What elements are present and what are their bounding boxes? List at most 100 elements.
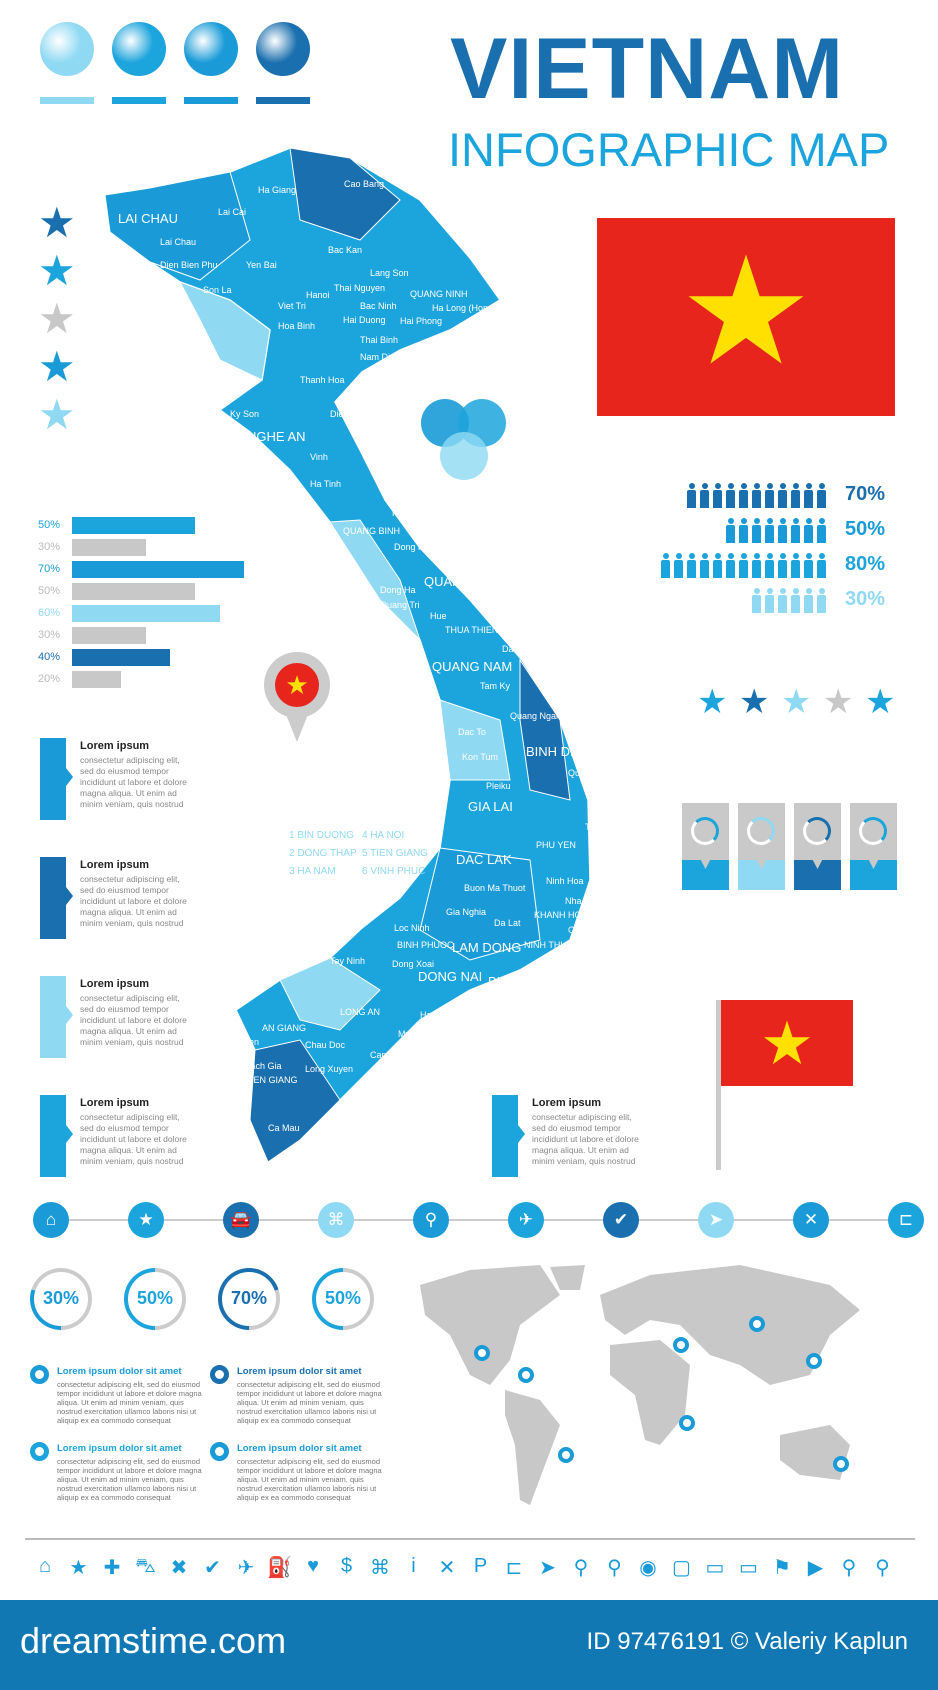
info-icon[interactable]: i <box>411 1555 416 1577</box>
person-icon <box>752 553 761 578</box>
ring-label: 50% <box>324 1288 362 1308</box>
progress-ring <box>859 817 887 845</box>
block-title: Lorem ipsum <box>80 978 150 990</box>
block-marker <box>40 1095 73 1177</box>
fork-knife-icon[interactable]: ✕ <box>438 1557 456 1579</box>
person-icon <box>791 518 800 543</box>
map-label: Nha Trang <box>565 896 608 906</box>
map-label: Phan Thiet <box>500 994 544 1004</box>
checkmark-icon[interactable]: ✔ <box>603 1202 639 1238</box>
bed-icon[interactable]: ⊏ <box>888 1202 924 1238</box>
dollar-icon[interactable]: $ <box>340 1555 353 1577</box>
person-icon <box>817 518 826 543</box>
map-label: NINH THUAN <box>524 940 580 950</box>
map-pin-target-icon[interactable]: ◉ <box>639 1557 657 1579</box>
person-icon <box>739 553 748 578</box>
map-label: Ha Long (Hon Gai) <box>432 303 508 313</box>
person-icon <box>752 483 761 508</box>
progress-ring <box>803 817 831 845</box>
map-pin-icon <box>749 1316 765 1332</box>
item-title: Lorem ipsum dolor sit amet <box>57 1366 182 1377</box>
navigation-arrow-icon[interactable]: ➤ <box>539 1557 556 1579</box>
bar <box>72 583 195 600</box>
home-icon[interactable]: ⌂ <box>38 1555 52 1577</box>
map-label: KIEN GIANG <box>245 1075 298 1085</box>
map-label: Hanoi <box>306 290 330 300</box>
ring-label: 30% <box>42 1288 80 1308</box>
map-label: Thanh Hoa <box>300 375 345 385</box>
map-label: Dien Chau <box>330 409 373 419</box>
map-label: Cam Ranh <box>568 925 612 935</box>
item-text: consectetur adipiscing elit, sed do eius… <box>57 1380 202 1425</box>
fuel-icon[interactable]: ⛽ <box>267 1557 292 1579</box>
map-label: Ninh Hoa <box>546 876 584 886</box>
world-map <box>420 1265 860 1505</box>
car-icon[interactable]: 🚘 <box>223 1202 259 1238</box>
speech-bubble-icon[interactable]: ▭ <box>739 1557 758 1579</box>
bar-label: 30% <box>38 629 61 641</box>
progress-box <box>738 803 785 890</box>
command-icon[interactable]: ⌘ <box>370 1557 390 1579</box>
map-label: Long Xuyen <box>305 1064 354 1074</box>
search-pin-icon[interactable]: ⚲ <box>875 1557 890 1579</box>
navigation-arrow-icon[interactable]: ➤ <box>698 1202 734 1238</box>
command-icon[interactable]: ⌘ <box>318 1202 354 1238</box>
map-label: Bac Ninh <box>360 301 397 311</box>
airplane-icon[interactable]: ✈ <box>237 1557 255 1579</box>
pole-flag: ★ <box>721 1000 853 1086</box>
globe-underline <box>184 97 238 104</box>
bar <box>72 671 122 688</box>
map-label: GIA LAI <box>468 799 513 814</box>
bar <box>72 627 146 644</box>
speech-pin-icon[interactable]: ▢ <box>672 1557 691 1579</box>
map-label: DONG NAI <box>418 969 483 984</box>
block-marker <box>40 976 73 1058</box>
bar <box>72 561 245 578</box>
map-pin-icon[interactable]: ⚲ <box>573 1557 589 1579</box>
star-icon[interactable]: ★ <box>69 1557 88 1579</box>
pin-icon[interactable]: ⚲ <box>841 1557 857 1579</box>
person-icon <box>713 553 722 578</box>
check-icon[interactable]: ✔ <box>204 1557 221 1579</box>
person-icon <box>661 553 670 578</box>
block-text: consectetur adipiscing elit, sed do eius… <box>80 755 187 809</box>
map-label: NGHE AN <box>247 429 306 444</box>
fork-knife-icon[interactable]: ✕ <box>793 1202 829 1238</box>
car-icon[interactable]: ⛍ <box>135 1555 156 1577</box>
x-icon[interactable]: ✖ <box>170 1557 188 1579</box>
flag-pennant-icon[interactable]: ▶ <box>807 1557 824 1579</box>
progress-box <box>850 803 897 890</box>
map-label: Bac Lieu <box>333 1115 369 1125</box>
people-row <box>687 483 830 513</box>
star-icon: ★ <box>739 683 770 721</box>
home-icon[interactable]: ⌂ <box>33 1202 69 1238</box>
map-label: Dong Ha <box>380 585 416 595</box>
airplane-icon[interactable]: ✈ <box>508 1202 544 1238</box>
footer-brand[interactable]: dreamstime.com <box>20 1620 287 1661</box>
bar <box>72 517 195 534</box>
heart-icon[interactable]: ♥ <box>307 1555 319 1577</box>
map-label: Rach Gia <box>244 1061 282 1071</box>
person-icon <box>791 588 800 613</box>
map-label: Dong Xoai <box>392 959 435 969</box>
map-pin-icon <box>673 1337 689 1353</box>
parking-icon[interactable]: P <box>473 1555 488 1577</box>
flag-icon[interactable]: ⚑ <box>773 1557 791 1579</box>
ring-label: 70% <box>230 1288 268 1308</box>
globe-underline <box>256 97 310 104</box>
map-label: LAM DONG <box>452 940 522 955</box>
speech-pin-wide-icon[interactable]: ▭ <box>705 1557 725 1579</box>
plus-icon[interactable]: ✚ <box>103 1557 121 1579</box>
map-label: Can Tho <box>370 1050 405 1060</box>
person-icon <box>765 518 774 543</box>
map-pin-small-icon[interactable]: ⚲ <box>607 1557 622 1579</box>
map-pin-icon[interactable]: ⚲ <box>413 1202 449 1238</box>
star-icon: ★ <box>38 295 76 342</box>
map-label: Thai Binh <box>360 335 399 345</box>
star-icon[interactable]: ★ <box>128 1202 164 1238</box>
item-dot-icon <box>30 1365 49 1384</box>
bed-icon[interactable]: ⊏ <box>505 1557 523 1579</box>
map-label: THUA THIEN-HUE <box>445 625 521 635</box>
map-label: PHU YEN <box>536 840 576 850</box>
map-label: LONG AN <box>340 1007 381 1017</box>
